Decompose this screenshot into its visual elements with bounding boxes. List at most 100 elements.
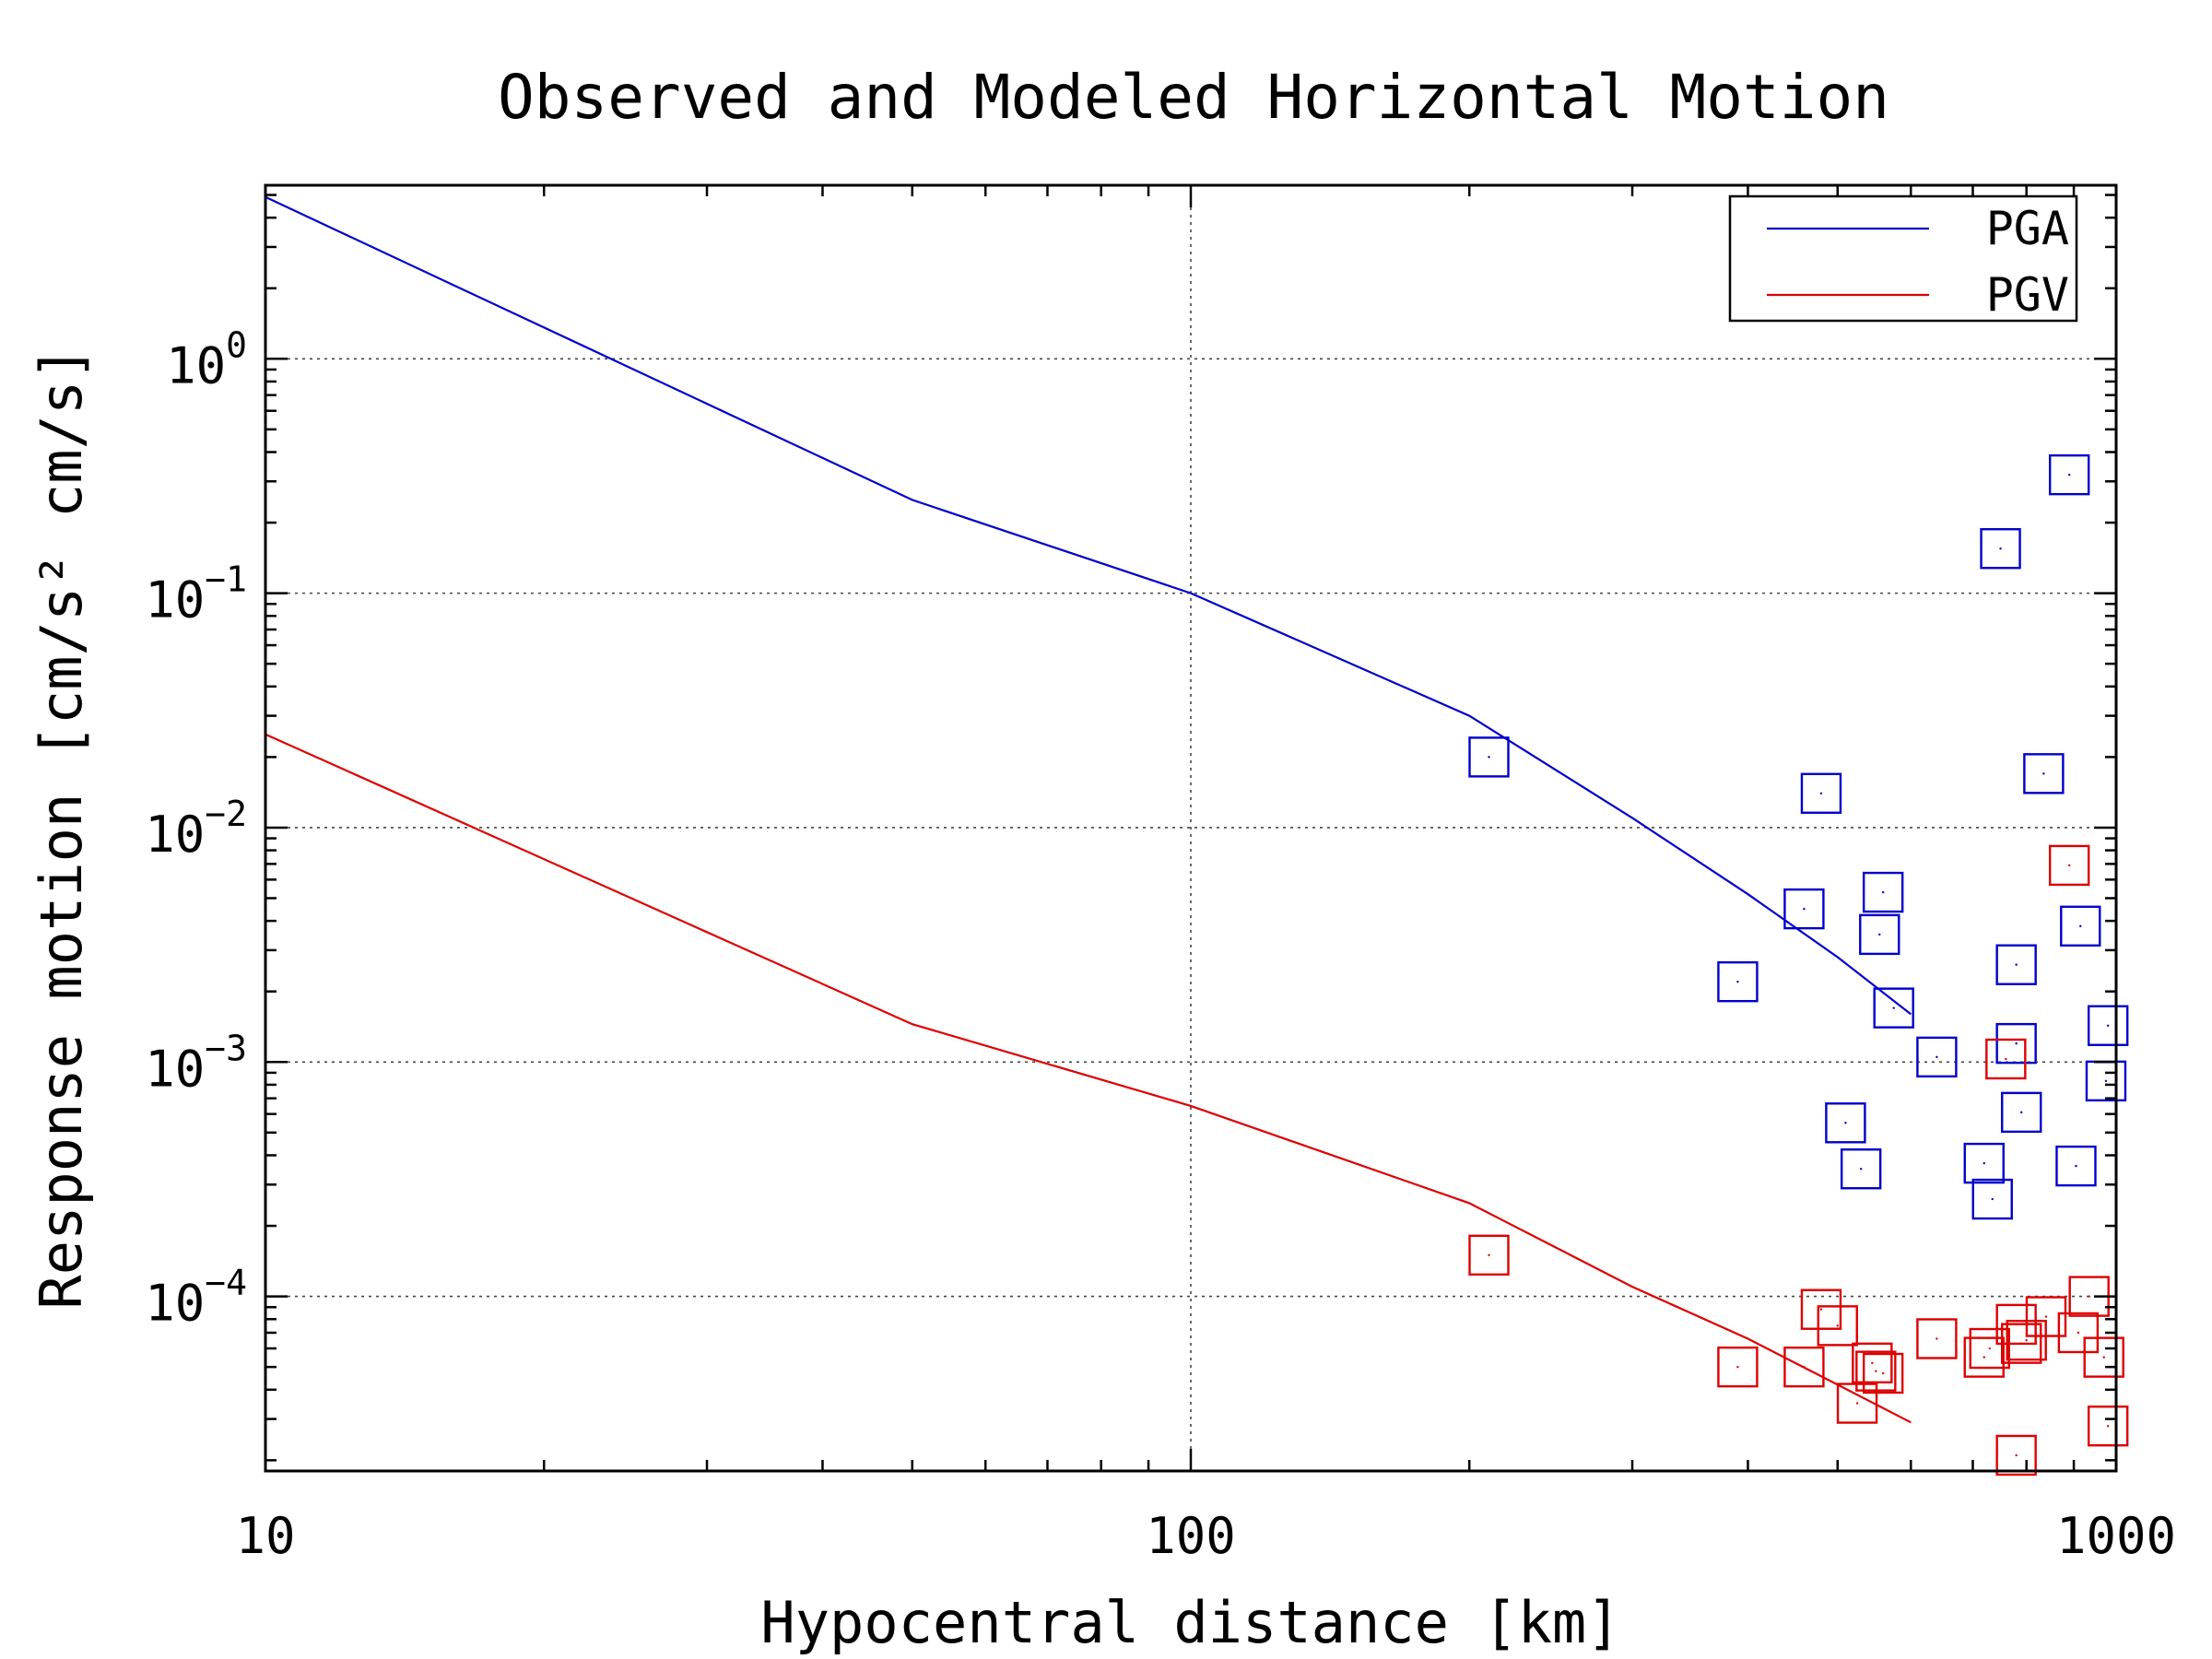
data-marker xyxy=(1468,736,1510,778)
data-marker-center xyxy=(2044,1315,2048,1318)
data-marker-center xyxy=(1881,890,1885,894)
y-tick-label: 10−2 xyxy=(145,794,247,864)
y-tick-label: 10−4 xyxy=(145,1263,247,1333)
y-tick-label-text: 100 xyxy=(166,324,247,394)
data-marker xyxy=(1995,1434,2037,1477)
y-tick-label: 100 xyxy=(166,324,247,394)
data-marker-center xyxy=(1803,907,1806,911)
data-marker-center xyxy=(2015,1453,2018,1457)
data-marker-center xyxy=(2067,473,2071,477)
data-marker xyxy=(1873,987,1914,1029)
data-marker xyxy=(1862,871,1904,913)
data-marker-center xyxy=(2088,1295,2090,1298)
data-marker-center xyxy=(1983,1161,1985,1165)
x-tick-labels: 10 100 1000 xyxy=(235,1507,2176,1565)
data-marker xyxy=(1971,1178,2013,1220)
data-marker xyxy=(1817,1305,1858,1347)
data-marker-center xyxy=(2104,1079,2108,1083)
data-marker-center xyxy=(1819,1308,1823,1311)
data-marker-center xyxy=(1881,1371,1885,1375)
data-marker xyxy=(1969,1327,2010,1370)
data-marker-center xyxy=(1936,1337,1938,1340)
x-tick-label: 1000 xyxy=(2056,1507,2176,1565)
data-marker-center xyxy=(1892,1006,1895,1009)
legend-label-pga: PGA xyxy=(1986,202,2069,255)
x-axis-label: Hypocentral distance [km] xyxy=(760,1589,1620,1656)
data-marker xyxy=(1825,1102,1866,1144)
data-marker-center xyxy=(2042,772,2045,775)
data-marker-center xyxy=(1991,1197,1994,1201)
data-marker-center xyxy=(2075,1164,2077,1168)
data-marker xyxy=(2001,1091,2042,1134)
data-marker-center xyxy=(2079,924,2082,928)
data-marker xyxy=(2023,753,2065,794)
legend-box xyxy=(1728,194,2078,323)
data-marker-center xyxy=(1936,1055,1938,1059)
data-marker-center xyxy=(2067,864,2071,867)
y-tick-label: 10−3 xyxy=(145,1028,247,1098)
data-marker-center xyxy=(1983,1356,1985,1359)
series-markers xyxy=(1468,453,2129,1477)
data-marker-center xyxy=(1803,1365,1806,1369)
data-marker xyxy=(1916,1036,1958,1078)
data-marker-center xyxy=(1844,1122,1847,1124)
data-marker-center xyxy=(1488,756,1490,759)
data-marker xyxy=(1963,1336,2005,1378)
data-marker xyxy=(1855,1350,1897,1392)
data-marker xyxy=(1468,1234,1510,1277)
data-marker-center xyxy=(2020,1342,2023,1345)
data-marker xyxy=(1717,1346,1759,1388)
y-tick-label-text: 10−2 xyxy=(145,794,247,864)
data-marker-center xyxy=(2015,1041,2018,1045)
data-marker-center xyxy=(1736,1365,1739,1369)
series-line-pgv xyxy=(265,733,1912,1424)
data-marker xyxy=(1783,1346,1825,1388)
data-marker xyxy=(1840,1148,1882,1190)
data-marker xyxy=(2055,1145,2097,1187)
data-marker xyxy=(1985,1038,2027,1080)
data-marker-center xyxy=(1999,547,2002,550)
data-marker xyxy=(1717,960,1759,1003)
series-line-pga xyxy=(265,195,1912,1016)
data-marker xyxy=(1916,1318,1958,1359)
data-marker xyxy=(2048,453,2090,496)
data-marker-center xyxy=(1488,1253,1490,1257)
data-marker xyxy=(2060,905,2101,947)
data-marker-center xyxy=(1836,1324,1839,1327)
data-marker-center xyxy=(2102,1356,2105,1359)
data-marker xyxy=(1862,1352,1904,1394)
data-marker-center xyxy=(2077,1331,2080,1335)
data-marker-center xyxy=(2025,1338,2028,1342)
legend-label-pgv: PGV xyxy=(1986,268,2069,322)
data-marker xyxy=(2083,1336,2124,1378)
data-marker xyxy=(1980,528,2021,570)
data-marker-center xyxy=(1871,1361,1874,1365)
data-marker-center xyxy=(1859,1168,1863,1171)
data-marker-center xyxy=(1855,1402,1859,1405)
x-tick-label: 100 xyxy=(1146,1507,1236,1565)
data-marker-center xyxy=(1988,1347,1991,1350)
data-marker-center xyxy=(2106,1024,2110,1027)
axis-ticks xyxy=(264,185,2116,1471)
y-tick-label-text: 10−4 xyxy=(145,1263,247,1333)
data-marker xyxy=(2025,1296,2067,1337)
grid-lines xyxy=(265,185,2116,1471)
data-marker xyxy=(1859,913,1900,956)
series-lines xyxy=(265,195,1912,1424)
y-tick-label-text: 10−1 xyxy=(145,559,247,629)
data-marker xyxy=(2001,1323,2042,1364)
x-tick-label: 10 xyxy=(235,1507,295,1565)
y-tick-label-text: 10−3 xyxy=(145,1028,247,1098)
data-marker xyxy=(1783,888,1825,930)
data-marker xyxy=(1852,1342,1893,1384)
data-marker-center xyxy=(2015,963,2018,966)
data-marker-center xyxy=(1819,792,1823,794)
chart-title: Observed and Modeled Horizontal Motion xyxy=(498,62,1889,133)
data-marker xyxy=(1800,1288,1842,1330)
data-marker xyxy=(1800,772,1842,814)
data-marker-center xyxy=(2020,1111,2023,1114)
data-marker xyxy=(1995,944,2037,985)
data-marker xyxy=(2057,1312,2100,1354)
y-tick-label: 10−1 xyxy=(145,559,247,629)
